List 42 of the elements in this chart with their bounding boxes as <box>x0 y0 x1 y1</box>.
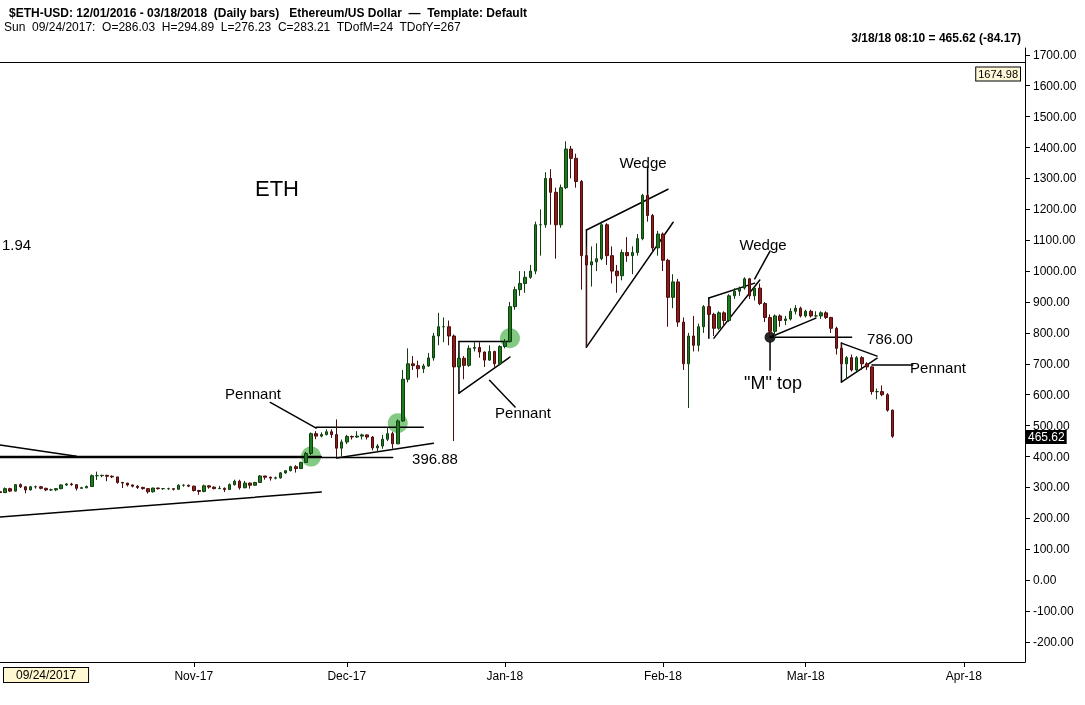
y-tick-label: 200.00 <box>1033 511 1071 526</box>
y-tick-label: 600.00 <box>1033 387 1071 402</box>
annotation: Pennant <box>910 359 967 376</box>
y-tick-label: 1000.00 <box>1033 264 1077 279</box>
y-tick-label: -200.00 <box>1033 634 1075 649</box>
text: 3/18/18 08:10 = 465.62 (-84.17) <box>851 31 1021 45</box>
y-tick-label: 0.00 <box>1033 573 1057 588</box>
y-tick-label: 800.00 <box>1033 325 1071 340</box>
y-tick-label: -100.00 <box>1033 604 1075 619</box>
annotation: 1.94 <box>2 236 32 253</box>
text: 09/24/2017 <box>16 668 77 682</box>
y-tick-label: 1200.00 <box>1033 202 1077 217</box>
x-tick-label: Mar-18 <box>786 669 826 683</box>
annotation: Wedge <box>619 154 667 171</box>
y-tick-label: 700.00 <box>1033 356 1071 371</box>
text: 465.62 <box>1028 430 1066 444</box>
text: Sun 09/24/2017: O=286.03 H=294.89 L=276.23 C=283.21 TDofM=24 TDofY=267 <box>4 20 461 34</box>
annotation: "M" top <box>744 373 802 393</box>
x-tick-label: Feb-18 <box>643 669 683 683</box>
y-tick-label: 100.00 <box>1033 542 1071 557</box>
y-tick-label: 300.00 <box>1033 480 1071 495</box>
annotation: 396.88 <box>412 450 458 467</box>
legend-label: 1674.98 <box>978 68 1018 81</box>
y-tick-label: 900.00 <box>1033 295 1071 310</box>
y-tick-label: 400.00 <box>1033 449 1071 464</box>
y-tick-label: 1500.00 <box>1033 109 1077 124</box>
chart-title: $ETH-USD: 12/01/2016 - 03/18/2018 (Daily bars) Ethereum/US Dollar — Template: Default <box>9 6 527 20</box>
y-tick-label: 1300.00 <box>1033 171 1077 186</box>
x-tick-label: Dec-17 <box>327 669 367 683</box>
x-tick-label: Nov-17 <box>174 669 214 683</box>
x-tick-label: Apr-18 <box>945 669 983 683</box>
annotation: Pennant <box>495 404 552 421</box>
annotation: Pennant <box>225 385 282 402</box>
annotation: 786.00 <box>867 330 913 347</box>
y-tick-label: 1700.00 <box>1033 47 1077 62</box>
y-tick-label: 1100.00 <box>1033 233 1076 248</box>
text: ETH <box>255 175 299 201</box>
y-tick-label: 1400.00 <box>1033 140 1077 155</box>
y-tick-label: 1600.00 <box>1033 78 1077 93</box>
x-tick-label: Jan-18 <box>486 669 524 683</box>
annotation: Wedge <box>739 236 787 253</box>
y-tick-label: 500.00 <box>1033 418 1071 433</box>
